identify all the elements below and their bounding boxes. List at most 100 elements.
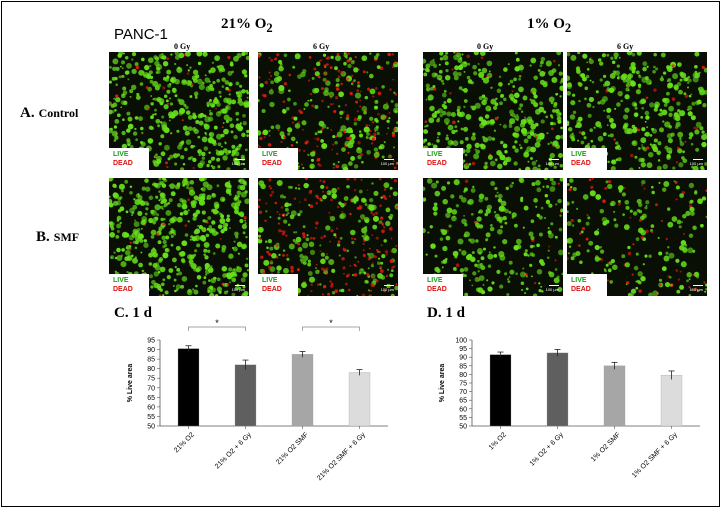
live-cell <box>480 265 486 271</box>
live-cell <box>331 291 336 295</box>
dead-cell <box>280 206 284 209</box>
dead-cell <box>319 179 322 182</box>
live-cell <box>218 90 222 95</box>
live-cell <box>315 267 317 269</box>
live-cell <box>241 244 246 250</box>
live-cell <box>297 187 301 190</box>
dead-cell <box>520 70 523 73</box>
live-cell <box>494 158 498 162</box>
dead-cell <box>379 204 382 208</box>
live-cell <box>687 247 694 254</box>
live-cell <box>150 102 154 106</box>
dead-cell <box>342 266 346 270</box>
live-cell <box>567 90 571 96</box>
live-cell <box>265 210 268 213</box>
live-cell <box>371 182 374 185</box>
live-cell <box>332 162 336 166</box>
live-cell <box>429 225 433 229</box>
live-cell <box>541 290 544 293</box>
live-cell <box>180 167 185 170</box>
live-cell <box>244 148 248 152</box>
live-cell <box>511 212 517 218</box>
live-cell <box>512 145 516 149</box>
dead-cell <box>359 105 362 108</box>
live-cell <box>279 64 283 69</box>
dead-cell <box>590 185 594 189</box>
live-cell <box>288 203 292 206</box>
live-cell <box>335 78 340 83</box>
live-cell <box>559 214 562 217</box>
live-cell <box>478 68 481 72</box>
live-cell <box>204 116 211 123</box>
live-cell <box>624 199 630 205</box>
live-cell <box>506 278 510 281</box>
chart-d-ytick-label: 50 <box>459 424 467 431</box>
dead-cell <box>553 59 556 63</box>
live-cell <box>126 270 129 274</box>
row-letter-smf: B. <box>36 229 50 245</box>
chart-c-ytick-label: 55 <box>147 414 155 421</box>
dead-cell <box>283 136 286 139</box>
live-cell <box>441 266 444 269</box>
live-cell <box>239 218 244 224</box>
live-cell <box>229 227 231 230</box>
live-cell <box>178 111 183 116</box>
live-cell <box>236 190 242 196</box>
live-cell <box>535 180 541 186</box>
live-cell <box>380 261 384 265</box>
live-cell <box>490 181 496 186</box>
live-cell <box>302 166 305 170</box>
dead-cell <box>282 230 286 234</box>
live-cell <box>679 140 682 143</box>
live-cell <box>455 129 458 133</box>
live-cell <box>334 55 342 62</box>
dead-cell <box>258 145 261 148</box>
live-cell <box>307 99 310 102</box>
dead-cell <box>591 178 594 180</box>
live-cell <box>633 265 639 271</box>
live-cell <box>159 121 163 124</box>
live-cell <box>558 227 563 232</box>
live-cell <box>305 237 310 242</box>
live-cell <box>434 190 441 197</box>
live-cell <box>509 184 513 188</box>
chart-d-xtick-label: 1% O2 SMF + 6 Gy <box>631 431 679 479</box>
dead-cell <box>367 87 371 91</box>
live-cell <box>346 249 349 253</box>
live-cell <box>558 71 563 76</box>
dead-cell <box>359 90 362 93</box>
dead-cell <box>390 250 393 253</box>
dead-cell <box>336 53 340 56</box>
live-cell <box>666 154 671 159</box>
live-cell <box>475 239 479 243</box>
chart-c-ytick-label: 50 <box>147 424 155 431</box>
live-cell <box>360 214 366 220</box>
live-cell <box>635 280 638 283</box>
live-cell <box>307 262 312 267</box>
live-cell <box>300 71 306 78</box>
live-cell <box>394 103 398 108</box>
live-cell <box>425 87 431 92</box>
dead-cell <box>296 268 300 272</box>
micro-legend: LIVE DEAD <box>109 274 149 296</box>
live-cell <box>446 181 451 185</box>
live-cell <box>463 214 466 217</box>
live-cell <box>462 159 466 163</box>
live-cell <box>548 203 553 208</box>
live-cell <box>484 196 489 201</box>
live-cell <box>356 116 362 122</box>
live-cell <box>307 259 311 263</box>
live-cell <box>282 249 286 252</box>
micrograph-control-21-0gy: LIVE DEAD 100 µm <box>109 52 249 170</box>
live-cell <box>169 154 174 159</box>
live-cell <box>121 67 124 70</box>
live-cell <box>180 284 185 289</box>
live-cell <box>186 64 189 67</box>
live-cell <box>481 94 486 98</box>
dead-cell <box>206 221 209 224</box>
live-cell <box>549 186 556 192</box>
live-cell <box>148 70 153 75</box>
live-cell <box>163 94 168 99</box>
dead-cell <box>361 293 366 296</box>
live-cell <box>174 184 181 190</box>
